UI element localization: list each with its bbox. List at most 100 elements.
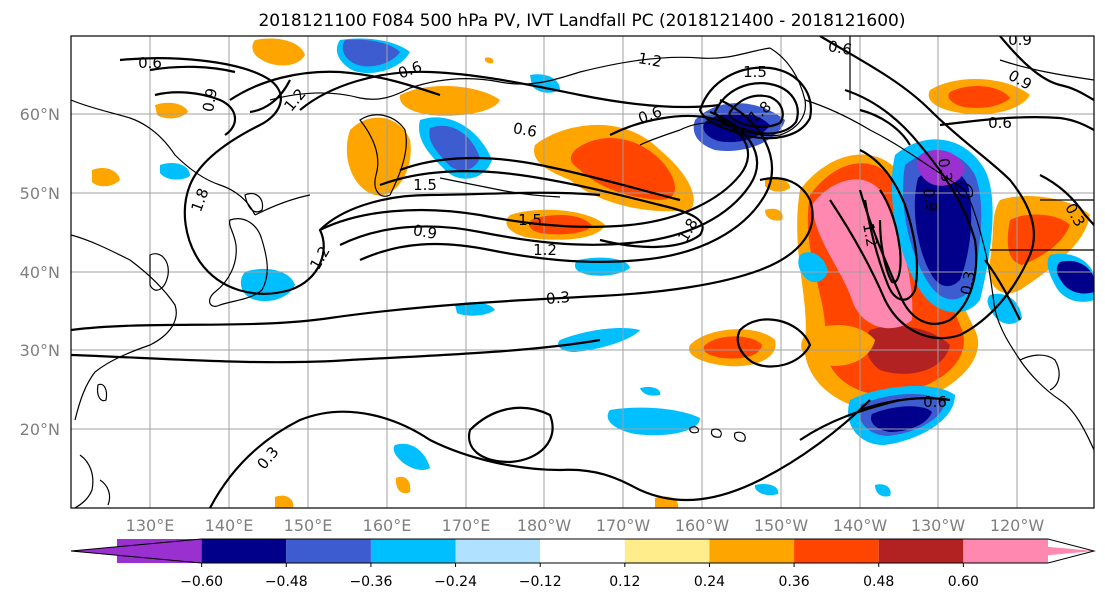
pv-anomaly-region <box>484 57 494 64</box>
coastline <box>254 194 311 216</box>
pv-anomaly-region <box>530 74 560 93</box>
pv-anomaly-region <box>703 336 762 359</box>
pv-anomaly-region <box>765 208 783 221</box>
ivt-contour <box>149 65 236 74</box>
coastline <box>689 426 700 434</box>
coastline <box>639 129 681 146</box>
colorbar-tick-label: −0.36 <box>349 574 392 590</box>
ivt-contour <box>844 88 978 325</box>
contour-label: 0.6 <box>138 54 162 72</box>
pv-anomaly-region <box>92 168 120 187</box>
coastline <box>733 431 746 442</box>
colorbar-tick-label: −0.24 <box>434 574 477 590</box>
contour-label-text: 0.6 <box>988 114 1012 132</box>
coastline <box>710 428 722 438</box>
contour-label: 0.6 <box>827 37 854 59</box>
ivt-contour <box>999 36 1094 101</box>
longitude-label: 170°W <box>596 516 651 535</box>
longitude-label: 140°E <box>205 516 254 535</box>
coastline <box>359 114 407 197</box>
contour-label-text: 0.3 <box>545 288 570 308</box>
pv-anomaly-region <box>252 38 305 66</box>
contour-label: 0.6 <box>988 114 1012 132</box>
contour-label: 1.2 <box>637 49 664 71</box>
contour-label: 0.6 <box>923 393 947 411</box>
ivt-contour <box>1039 174 1094 226</box>
pv-anomaly-region <box>870 406 932 432</box>
pv-anomaly-region <box>528 214 592 235</box>
pv-anomaly-region <box>801 324 875 366</box>
contour-label: 0.9 <box>199 87 221 114</box>
coastline <box>99 479 111 506</box>
longitude-label: 130°E <box>126 516 175 535</box>
ivt-contour <box>359 98 774 264</box>
contour-label-text: 0.6 <box>827 37 854 59</box>
pv-anomaly-region <box>455 302 495 316</box>
colorbar-swatch <box>286 539 371 563</box>
map-panel: 0.61.20.90.60.61.21.51.80.60.90.60.90.61… <box>70 31 1095 509</box>
coastline <box>244 192 264 213</box>
ivt-contour <box>859 108 911 146</box>
ivt-contour <box>819 36 1035 340</box>
latitude-label: 20°N <box>20 420 60 439</box>
colorbar-swatch <box>201 539 287 563</box>
coastline <box>74 454 94 508</box>
pv-anomaly-region <box>160 163 190 180</box>
ivt-contour <box>736 318 812 368</box>
contour-label-text: 0.9 <box>919 187 941 214</box>
longitude-label: 150°E <box>284 516 333 535</box>
longitude-label: 140°W <box>833 516 888 535</box>
pv-anomaly-region <box>1007 214 1070 265</box>
ivt-contour <box>71 338 601 364</box>
contour-label-text: 0.6 <box>923 393 947 411</box>
ivt-contours <box>71 36 1094 508</box>
ivt-contour <box>399 156 681 202</box>
ivt-contour <box>713 82 799 135</box>
contour-label-text: 1.2 <box>859 222 881 249</box>
coastline <box>96 383 108 402</box>
figure-title: 2018121100 F084 500 hPa PV, IVT Landfall… <box>258 11 905 31</box>
pv-anomaly-region <box>755 484 779 496</box>
contour-label: 1.2 <box>533 241 557 259</box>
pv-anomaly-region <box>346 117 411 196</box>
latitude-label: 60°N <box>20 105 60 124</box>
coastlines <box>71 36 1094 508</box>
colorbar-swatch <box>794 539 879 563</box>
ivt-contour <box>878 189 902 284</box>
ivt-contour <box>859 396 951 412</box>
coastline <box>439 177 561 198</box>
pv-anomaly-region <box>393 443 430 471</box>
contour-label-text: 0.9 <box>412 221 439 243</box>
colorbar-tick-label: −0.12 <box>519 574 562 590</box>
contour-label-text: 0.3 <box>957 270 979 297</box>
contour-label-text: 1.2 <box>533 241 557 259</box>
colorbar-swatch <box>540 539 625 563</box>
colorbar-tick-label: −0.60 <box>180 574 223 590</box>
colorbar-tick-label: 0.48 <box>863 574 894 590</box>
colorbar-tick-label: 0.60 <box>948 574 979 590</box>
coastline <box>954 182 974 198</box>
contour-label-text: 0.6 <box>138 54 162 72</box>
ivt-contour <box>339 110 759 246</box>
ivt-contour <box>379 170 704 249</box>
ivt-contour <box>209 399 871 508</box>
contour-label-text: 0.9 <box>1008 31 1032 49</box>
longitude-label: 160°W <box>675 516 730 535</box>
contour-label: 0.9 <box>412 221 439 243</box>
latitude-label: 40°N <box>20 263 60 282</box>
contour-label: 1.5 <box>413 176 437 194</box>
pv-anomaly-region <box>275 495 294 508</box>
pv-anomaly-region <box>875 484 891 497</box>
pv-anomaly-region <box>948 86 1010 108</box>
colorbar-swatch <box>370 539 456 563</box>
ivt-contour <box>728 94 784 128</box>
colorbar-swatch <box>878 539 964 563</box>
coastline <box>964 189 1094 451</box>
colorbar-tick-label: 0.36 <box>779 574 810 590</box>
ivt-contour <box>249 79 291 114</box>
pv-anomaly-region <box>607 407 700 436</box>
latitude-label: 50°N <box>20 184 60 203</box>
pv-anomaly-region <box>399 85 500 116</box>
contour-label: 0.3 <box>545 288 570 308</box>
